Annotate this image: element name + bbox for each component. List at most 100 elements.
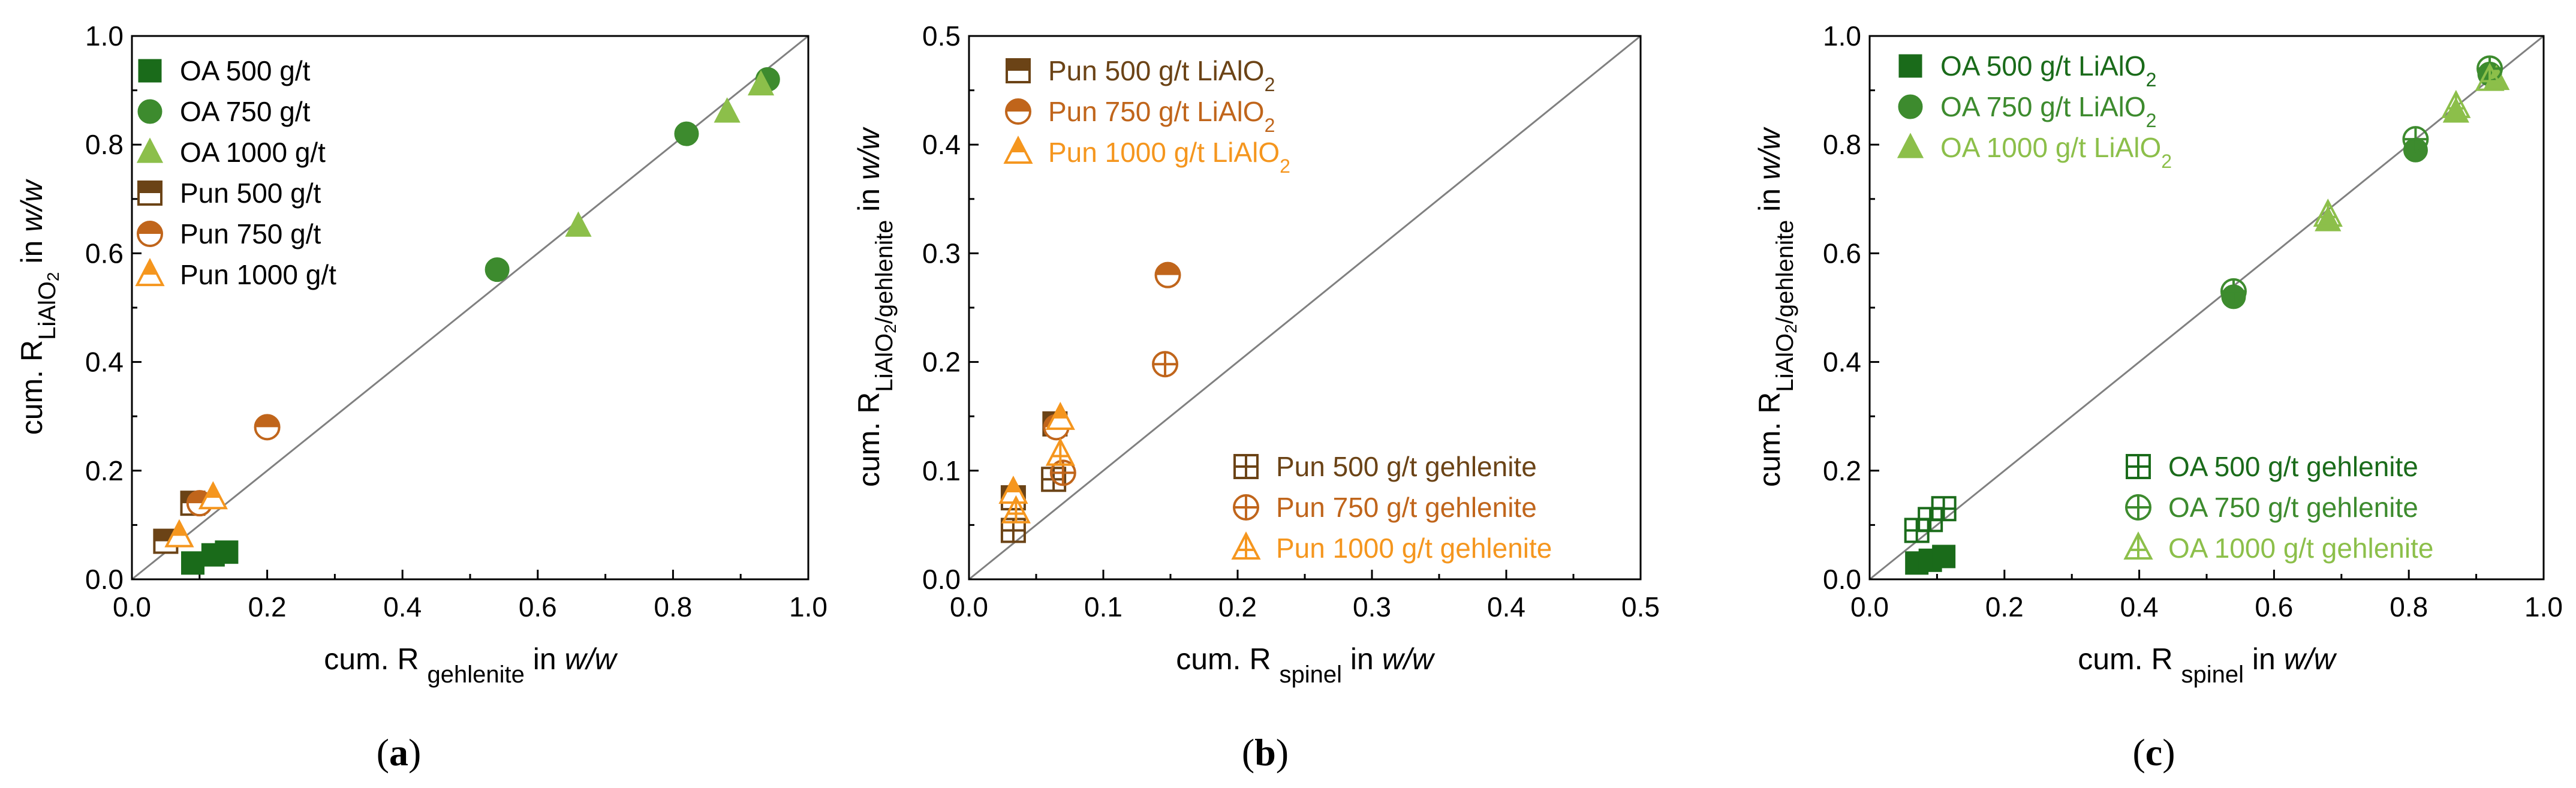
data-point — [198, 481, 228, 510]
x-tick-label: 0.6 — [2255, 591, 2293, 622]
legend-label: Pun 500 g/t LiAlO2 — [1048, 55, 1275, 95]
x-tick-label: 0.8 — [2390, 591, 2428, 622]
legend-label: OA 500 g/t LiAlO2 — [1940, 50, 2156, 91]
x-tick-label: 0.2 — [1985, 591, 2024, 622]
x-tick-label: 0.2 — [248, 591, 287, 622]
legend-item: Pun 750 g/t LiAlO2 — [1005, 96, 1275, 136]
data-point — [2220, 278, 2247, 305]
x-tick-label: 1.0 — [2524, 591, 2563, 622]
data-point — [1932, 545, 1956, 569]
x-tick-label: 1.0 — [789, 591, 827, 622]
data-point — [1931, 496, 1957, 522]
y-tick-label: 1.0 — [1823, 20, 1861, 52]
legend-marker — [137, 221, 163, 247]
x-tick-label: 0.2 — [1218, 591, 1257, 622]
y-axis-label: cum. RLiAlO2 in w/w — [15, 179, 62, 435]
parity-line — [968, 35, 1641, 581]
parity-line — [1869, 35, 2544, 581]
y-tick-label: 1.0 — [85, 20, 124, 52]
x-tick-label: 0.0 — [1850, 591, 1889, 622]
panel-label: (a) — [377, 731, 422, 774]
data-point — [1152, 351, 1179, 378]
legend-marker — [138, 59, 162, 83]
x-tick-label: 0.0 — [113, 591, 151, 622]
legend-label: OA 750 g/t — [180, 96, 311, 127]
y-axis-label: cum. RLiAlO2/gehlenite in w/w — [852, 127, 899, 487]
data-point — [2441, 89, 2471, 118]
legend-marker — [135, 258, 165, 287]
legend-label: OA 750 g/t LiAlO2 — [1940, 91, 2156, 131]
legend-item: OA 1000 g/t gehlenite — [2123, 531, 2433, 564]
data-point — [181, 551, 205, 575]
legend-marker — [1233, 494, 1259, 521]
y-axis-label: cum. RLiAlO2/gehlenite in w/w — [1753, 127, 1800, 487]
legend-item: OA 1000 g/t — [136, 137, 326, 168]
y-tick-label: 0.4 — [1823, 347, 1861, 378]
legend-marker — [2125, 494, 2151, 521]
legend-item: Pun 1000 g/t gehlenite — [1231, 531, 1552, 564]
data-point — [2402, 126, 2429, 153]
y-tick-label: 0.5 — [922, 20, 961, 52]
legend-item: OA 750 g/t — [137, 96, 311, 127]
legend-label: OA 500 g/t gehlenite — [2168, 451, 2418, 482]
legend-label: Pun 500 g/t — [180, 178, 321, 209]
panel-label: (c) — [2132, 731, 2175, 774]
y-tick-label: 0.0 — [1823, 564, 1861, 595]
y-tick-label: 0.8 — [1823, 129, 1861, 160]
x-tick-label: 0.5 — [1621, 591, 1660, 622]
panel-a: 0.0 0.2 0.4 0.6 0.8 1.0 0.0 0.2 0.4 0.6 0.8 1.0 cum.… — [15, 20, 827, 774]
legend-item: OA 750 g/t gehlenite — [2125, 492, 2418, 523]
legend-item: OA 500 g/t gehlenite — [2126, 451, 2418, 482]
legend-marker — [1005, 98, 1031, 125]
legend-marker — [1006, 58, 1031, 83]
legend-label: Pun 1000 g/t gehlenite — [1276, 533, 1552, 564]
panel-b: 0.0 0.1 0.2 0.3 0.4 0.5 0.0 0.1 0.2 0.3 0.4 0.5 cum.… — [852, 20, 1660, 774]
x-tick-label: 0.1 — [1084, 591, 1123, 622]
legend-marker — [2123, 531, 2153, 560]
data-point — [164, 519, 194, 548]
data-point — [2475, 62, 2505, 91]
panel-label: (b) — [1242, 731, 1289, 774]
data-point — [565, 211, 592, 237]
legend-item: Pun 500 g/t — [137, 178, 321, 209]
panel-c: 0.0 0.2 0.4 0.6 0.8 1.0 0.0 0.2 0.4 0.6 0.8 1.0 cum.… — [1753, 20, 2563, 774]
x-tick-label: 0.6 — [519, 591, 557, 622]
legend-item: Pun 750 g/t — [137, 218, 321, 249]
legend-label: Pun 1000 g/t LiAlO2 — [1048, 137, 1290, 177]
legend-item: OA 500 g/t LiAlO2 — [1898, 50, 2156, 91]
legend-label: Pun 750 g/t LiAlO2 — [1048, 96, 1275, 136]
x-axis-label: cum. R spinel in w/w — [2078, 642, 2337, 688]
data-point — [747, 70, 775, 96]
legend-item: OA 1000 g/t LiAlO2 — [1897, 132, 2172, 172]
data-point — [2313, 198, 2343, 227]
y-tick-label: 0.1 — [922, 455, 961, 486]
y-tick-label: 0.0 — [85, 564, 124, 595]
legend-item: Pun 1000 g/t LiAlO2 — [1003, 136, 1290, 177]
legend-marker — [1897, 133, 1924, 158]
y-tick-label: 0.2 — [922, 347, 961, 378]
legend-marker — [136, 137, 164, 163]
legend-marker — [1898, 54, 1922, 78]
y-tick-label: 0.0 — [922, 564, 961, 595]
legend-label: Pun 750 g/t gehlenite — [1276, 492, 1537, 523]
x-tick-label: 0.4 — [2120, 591, 2159, 622]
legend-label: OA 1000 g/t — [180, 137, 326, 168]
data-point — [1045, 401, 1075, 430]
legend-label: OA 500 g/t — [180, 55, 311, 86]
data-point — [1154, 261, 1181, 288]
legend-item: Pun 750 g/t gehlenite — [1233, 492, 1537, 523]
y-tick-label: 0.8 — [85, 129, 124, 160]
x-tick-label: 0.0 — [950, 591, 988, 622]
legend-label: OA 1000 g/t gehlenite — [2168, 533, 2433, 564]
x-tick-label: 0.4 — [1487, 591, 1525, 622]
legend-label: Pun 500 g/t gehlenite — [1276, 451, 1537, 482]
legend-marker — [137, 181, 162, 206]
x-axis-label: cum. R gehlenite in w/w — [324, 642, 618, 688]
legend-label: OA 1000 g/t LiAlO2 — [1940, 132, 2172, 172]
data-point — [254, 414, 281, 441]
legend-label: Pun 750 g/t — [180, 218, 321, 249]
data-point — [215, 540, 239, 564]
data-point — [1001, 495, 1031, 524]
legend-marker — [1898, 94, 1923, 119]
data-point — [674, 121, 699, 146]
